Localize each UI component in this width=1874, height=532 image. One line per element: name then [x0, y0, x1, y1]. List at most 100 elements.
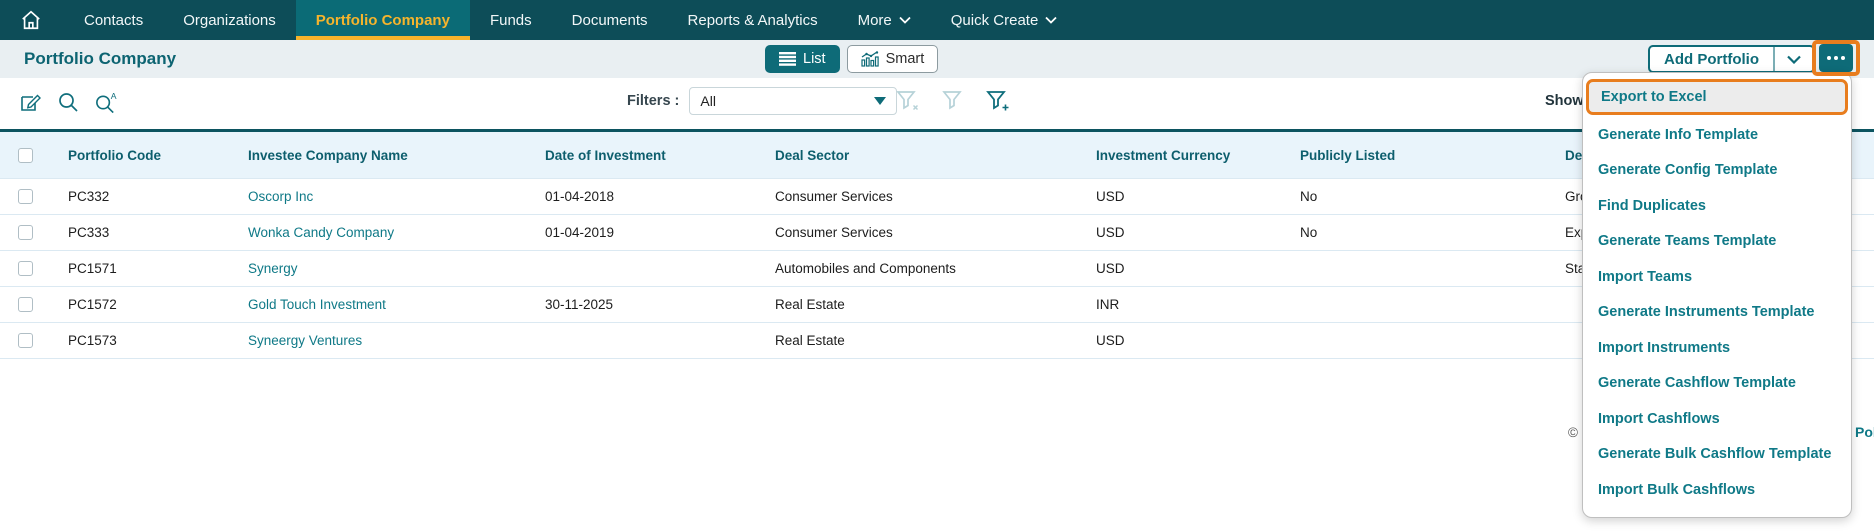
add-portfolio-split-button: Add Portfolio	[1648, 45, 1815, 73]
search-icon[interactable]	[56, 90, 80, 114]
list-icon	[779, 52, 796, 66]
column-header-deal-stage[interactable]: De	[1565, 147, 1583, 163]
menu-item-import-cashflows[interactable]: Import Cashflows	[1598, 410, 1720, 427]
cell-listed: No	[1300, 225, 1318, 240]
copyright-symbol: ©	[1568, 425, 1578, 440]
top-navigation: Contacts Organizations Portfolio Company…	[0, 0, 1874, 40]
cell-listed: No	[1300, 189, 1318, 204]
cell-company-link[interactable]: Gold Touch Investment	[248, 297, 386, 312]
menu-item-generate-bulk-cashflow-template[interactable]: Generate Bulk Cashflow Template	[1598, 446, 1832, 463]
nav-label: Quick Create	[950, 11, 1039, 29]
portfolio-table: Portfolio Code Investee Company Name Dat…	[0, 129, 1874, 359]
cell-portfolio-code: PC1571	[68, 261, 117, 276]
chevron-down-icon	[1045, 16, 1057, 24]
cell-company-link[interactable]: Wonka Candy Company	[248, 225, 395, 240]
more-actions-menu: Export to Excel Generate Info Template G…	[1582, 72, 1852, 518]
table-toolbar: A Filters : All	[0, 78, 1874, 129]
menu-item-generate-instruments-template[interactable]: Generate Instruments Template	[1598, 304, 1815, 321]
column-header-publicly-listed[interactable]: Publicly Listed	[1300, 147, 1396, 163]
add-portfolio-dropdown-toggle[interactable]	[1775, 55, 1813, 64]
filter-icon[interactable]	[941, 89, 965, 113]
menu-item-generate-teams-template[interactable]: Generate Teams Template	[1598, 233, 1777, 250]
filters-group: Filters : All	[627, 87, 898, 115]
filters-label: Filters :	[627, 93, 680, 109]
row-checkbox[interactable]	[18, 189, 33, 204]
footer-partial-link[interactable]: Pol	[1855, 424, 1874, 440]
cell-sector: Real Estate	[775, 297, 845, 312]
column-header-date-of-investment[interactable]: Date of Investment	[545, 147, 666, 163]
list-view-label: List	[803, 51, 826, 67]
select-all-checkbox[interactable]	[18, 147, 33, 163]
cell-sector: Real Estate	[775, 333, 845, 348]
nav-item-organizations[interactable]: Organizations	[163, 0, 296, 40]
filter-icon-group	[896, 89, 1010, 113]
cell-portfolio-code: PC1572	[68, 297, 117, 312]
cell-currency: USD	[1096, 225, 1125, 240]
cell-company-link[interactable]: Oscorp Inc	[248, 189, 314, 204]
column-header-investment-currency[interactable]: Investment Currency	[1096, 147, 1231, 163]
home-button[interactable]	[0, 0, 64, 40]
row-checkbox[interactable]	[18, 297, 33, 312]
menu-item-import-bulk-cashflows[interactable]: Import Bulk Cashflows	[1598, 481, 1756, 498]
cell-company-link[interactable]: Syneergy Ventures	[248, 333, 363, 348]
more-actions-button[interactable]	[1819, 44, 1853, 72]
nav-label: Documents	[571, 11, 648, 29]
cell-portfolio-code: PC333	[68, 225, 110, 240]
cell-sector: Consumer Services	[775, 225, 893, 240]
nav-label: Portfolio Company	[315, 11, 450, 29]
row-checkbox[interactable]	[18, 261, 33, 276]
table-row: PC1572 Gold Touch Investment 30-11-2025 …	[0, 287, 1874, 323]
nav-label: Organizations	[183, 11, 276, 29]
menu-item-import-teams[interactable]: Import Teams	[1598, 268, 1693, 285]
menu-item-find-duplicates[interactable]: Find Duplicates	[1598, 197, 1706, 214]
menu-item-generate-info-template[interactable]: Generate Info Template	[1598, 126, 1759, 143]
cell-currency: USD	[1096, 333, 1125, 348]
dropdown-caret-icon	[874, 97, 887, 105]
cell-currency: INR	[1096, 297, 1120, 312]
list-view-button[interactable]: List	[765, 45, 840, 73]
menu-item-generate-cashflow-template[interactable]: Generate Cashflow Template	[1598, 375, 1796, 392]
add-filter-icon[interactable]	[986, 89, 1010, 113]
row-checkbox[interactable]	[18, 333, 33, 348]
nav-item-funds[interactable]: Funds	[470, 0, 552, 40]
home-icon	[20, 9, 42, 31]
cell-portfolio-code: PC1573	[68, 333, 117, 348]
column-header-deal-sector[interactable]: Deal Sector	[775, 147, 850, 163]
svg-text:A: A	[111, 91, 117, 101]
cell-date: 01-04-2018	[545, 189, 615, 204]
menu-item-generate-config-template[interactable]: Generate Config Template	[1598, 162, 1778, 179]
nav-item-more[interactable]: More	[838, 0, 931, 40]
advanced-search-icon[interactable]: A	[94, 90, 118, 114]
smart-chart-icon	[860, 51, 879, 67]
cell-stage: Gro	[1565, 189, 1588, 204]
table-header-row: Portfolio Code Investee Company Name Dat…	[0, 132, 1874, 179]
column-header-portfolio-code[interactable]: Portfolio Code	[68, 147, 161, 163]
cell-sector: Consumer Services	[775, 189, 893, 204]
nav-item-portfolio-company[interactable]: Portfolio Company	[295, 0, 470, 40]
column-header-investee-company-name[interactable]: Investee Company Name	[248, 147, 408, 163]
filter-dropdown[interactable]: All	[689, 87, 898, 115]
nav-item-documents[interactable]: Documents	[552, 0, 668, 40]
cell-date: 30-11-2025	[545, 297, 614, 312]
cell-sector: Automobiles and Components	[775, 261, 956, 276]
clear-filter-icon[interactable]	[896, 89, 920, 113]
page-title: Portfolio Company	[24, 49, 177, 68]
edit-icon[interactable]	[18, 90, 42, 114]
page-header-band: Portfolio Company List Smart	[0, 40, 1874, 78]
nav-item-reports-analytics[interactable]: Reports & Analytics	[668, 0, 838, 40]
menu-item-import-instruments[interactable]: Import Instruments	[1598, 339, 1731, 356]
smart-view-button[interactable]: Smart	[846, 45, 939, 73]
filter-selected-value: All	[700, 93, 716, 109]
row-checkbox[interactable]	[18, 225, 33, 240]
view-toggle: List Smart	[765, 45, 939, 73]
cell-currency: USD	[1096, 261, 1125, 276]
cell-currency: USD	[1096, 189, 1125, 204]
menu-item-export-to-excel[interactable]: Export to Excel	[1586, 79, 1848, 115]
toolbar-left-icons: A	[18, 90, 118, 114]
cell-stage: Sta	[1565, 261, 1586, 276]
nav-item-contacts[interactable]: Contacts	[64, 0, 163, 40]
nav-item-quick-create[interactable]: Quick Create	[931, 0, 1078, 40]
add-portfolio-button[interactable]: Add Portfolio	[1664, 50, 1759, 68]
nav-label: Contacts	[84, 11, 144, 29]
cell-company-link[interactable]: Synergy	[248, 261, 298, 276]
